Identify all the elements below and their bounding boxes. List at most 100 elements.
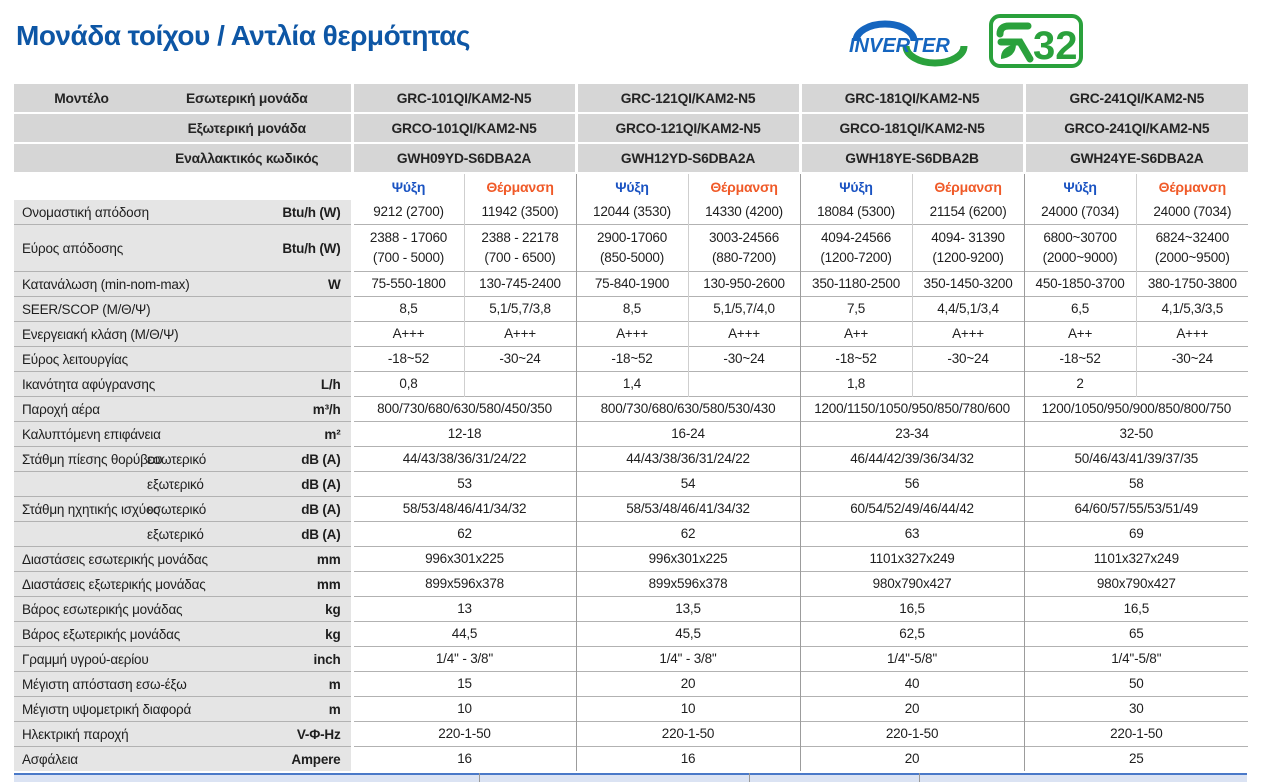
- spec-value: 1/4'' - 3/8'': [575, 646, 801, 672]
- spec-value: 2: [1023, 371, 1137, 397]
- svg-text:32: 32: [1033, 24, 1078, 68]
- spec-value: -30~24: [1135, 346, 1249, 372]
- spec-value: 130-950-2600: [687, 271, 801, 297]
- spec-value: 5,1/5,7/4,0: [687, 296, 801, 322]
- spec-row: Διαστάσεις εξωτερικής μονάδας mm 899x596x3…: [14, 571, 1249, 597]
- spec-unit: [255, 296, 352, 322]
- spec-sublabel: εσωτερικό: [145, 446, 255, 472]
- spec-value: 32-50: [1023, 421, 1249, 447]
- spec-value: 75-550-1800: [350, 271, 464, 297]
- spec-value: A++: [1023, 321, 1137, 347]
- spec-value: 7,5: [799, 296, 913, 322]
- spec-value: 13,5: [575, 596, 801, 622]
- spec-row: Ονομαστική απόδοση Btu/h (W) 9212 (2700) 11…: [14, 200, 1249, 225]
- spec-label: Διαστάσεις εξωτερικής μονάδας: [14, 571, 255, 597]
- spec-value: 16,5: [799, 596, 1025, 622]
- spec-unit: Btu/h (W): [255, 224, 352, 272]
- spec-value: 50/46/43/41/39/37/35: [1023, 446, 1249, 472]
- spec-label: Στάθμη ηχητικής ισχύος: [14, 496, 160, 522]
- spec-value: 16: [350, 746, 577, 771]
- spec-value: -18~52: [1023, 346, 1137, 372]
- spec-label: Στάθμη πίεσης θορύβου: [14, 446, 162, 472]
- spec-value: 14330 (4200): [687, 200, 801, 225]
- spec-value: 2900-17060 (850-5000): [575, 224, 689, 272]
- model-header-row: Εξωτερική μονάδα GRCO-101QI/KAM2-N5 GRCO-1…: [14, 113, 1249, 144]
- spec-value: 220-1-50: [799, 721, 1025, 747]
- spec-row: Στάθμη πίεσης θορύβου εσωτερικό dB (A) 44/4…: [14, 446, 1249, 472]
- spec-value: 50: [1023, 671, 1249, 697]
- spec-value: 899x596x378: [350, 571, 577, 597]
- heating-label: Θέρμανση: [463, 173, 577, 200]
- spec-row: Κατανάλωση (min-nom-max) W 75-550-1800 130-…: [14, 271, 1249, 297]
- spec-value: 75-840-1900: [575, 271, 689, 297]
- spec-value: 350-1450-3200: [911, 271, 1025, 297]
- model-field-label: Εξωτερική μονάδα: [145, 113, 352, 144]
- spec-value: 56: [799, 471, 1025, 497]
- spec-value: 220-1-50: [350, 721, 577, 747]
- spec-unit: Ampere: [255, 746, 352, 771]
- spec-row: Εύρος απόδοσης Btu/h (W) 2388 - 17060 (700…: [14, 224, 1249, 272]
- spec-unit: [255, 346, 352, 372]
- spec-value: -30~24: [463, 346, 577, 372]
- spec-value: 58/53/48/46/41/34/32: [350, 496, 577, 522]
- spec-row: Διαστάσεις εσωτερικής μονάδας mm 996x301x2…: [14, 546, 1249, 572]
- spec-value: 3003-24566 (880-7200): [687, 224, 801, 272]
- spec-row: Ηλεκτρική παροχή V-Φ-Hz 220-1-50 220-1-50 22…: [14, 721, 1249, 747]
- spec-value: A++: [799, 321, 913, 347]
- model-name: GWH24YE-S6DBA2A: [1022, 143, 1249, 174]
- spec-value: A+++: [575, 321, 689, 347]
- spec-value: 44/43/38/36/31/24/22: [575, 446, 801, 472]
- spec-label: [14, 471, 145, 497]
- next-section-strip: [14, 773, 1247, 782]
- spec-unit: mm: [255, 546, 352, 572]
- spec-value: 40: [799, 671, 1025, 697]
- spec-value: 4,1/5,3/3,5: [1135, 296, 1249, 322]
- model-name: GWH09YD-S6DBA2A: [350, 143, 577, 174]
- spec-unit: kg: [255, 596, 352, 622]
- spec-value: 1/4''-5/8'': [799, 646, 1025, 672]
- heating-label: Θέρμανση: [1135, 173, 1249, 200]
- spec-row: Ενεργειακή κλάση (Μ/Θ/Ψ) A+++ A+++ A+++ A+++…: [14, 321, 1249, 347]
- spec-label: Ηλεκτρική παροχή: [14, 721, 255, 747]
- spec-row: Στάθμη ηχητικής ισχύος εσωτερικό dB (A) 58/…: [14, 496, 1249, 522]
- inverter-logo-icon: INVERTER: [849, 20, 968, 67]
- spec-row: Γραμμή υγρού-αερίου inch 1/4'' - 3/8'' 1/4'…: [14, 646, 1249, 672]
- spec-value: 24000 (7034): [1023, 200, 1137, 225]
- model-field-label: Εναλλακτικός κωδικός: [145, 143, 352, 174]
- spec-unit: dB (A): [255, 496, 352, 522]
- model-header-row: Εναλλακτικός κωδικός GWH09YD-S6DBA2A GWH12…: [14, 143, 1249, 174]
- page-title: Μονάδα τοίχου / Αντλία θερμότητας: [16, 20, 470, 51]
- spec-value: -18~52: [350, 346, 464, 372]
- spec-label: Μέγιστη υψομετρική διαφορά: [14, 696, 255, 722]
- model-column-title: [14, 113, 145, 144]
- spec-value: 13: [350, 596, 577, 622]
- spec-value: 4094-24566 (1200-7200): [799, 224, 913, 272]
- heating-label: Θέρμανση: [687, 173, 801, 200]
- spec-value: A+++: [687, 321, 801, 347]
- model-name: GRC-181QI/KAM2-N5: [798, 84, 1025, 114]
- spec-table: Μοντέλο Εσωτερική μονάδα GRC-101QI/KAM2-N5…: [14, 84, 1249, 771]
- spec-value: 63: [799, 521, 1025, 547]
- spec-value: 64/60/57/55/53/51/49: [1023, 496, 1249, 522]
- spec-value: 21154 (6200): [911, 200, 1025, 225]
- spec-value: -30~24: [911, 346, 1025, 372]
- spec-value: 16-24: [575, 421, 801, 447]
- spec-label: Μέγιστη απόσταση εσω-έξω: [14, 671, 255, 697]
- spec-sublabel: εξωτερικό: [145, 471, 255, 497]
- spec-value: A+++: [463, 321, 577, 347]
- spec-label: Εύρος λειτουργίας: [14, 346, 255, 372]
- spec-unit: Btu/h (W): [255, 200, 352, 225]
- spec-value-empty: [463, 371, 577, 397]
- spec-value: 1,4: [575, 371, 689, 397]
- spec-row: Βάρος εσωτερικής μονάδας kg 13 13,5 16,5 16,5: [14, 596, 1249, 622]
- spec-row: Ικανότητα αφύγρανσης L/h 0,8 1,4 1,8 2: [14, 371, 1249, 397]
- spec-value: 2388 - 22178 (700 - 6500): [463, 224, 577, 272]
- spec-value: -18~52: [799, 346, 913, 372]
- spec-value: 58/53/48/46/41/34/32: [575, 496, 801, 522]
- spec-sublabel: εξωτερικό: [145, 521, 255, 547]
- model-name: GWH12YD-S6DBA2A: [574, 143, 801, 174]
- subheader-spacer: [14, 173, 352, 200]
- model-column-title: Μοντέλο: [14, 84, 145, 114]
- spec-value: -18~52: [575, 346, 689, 372]
